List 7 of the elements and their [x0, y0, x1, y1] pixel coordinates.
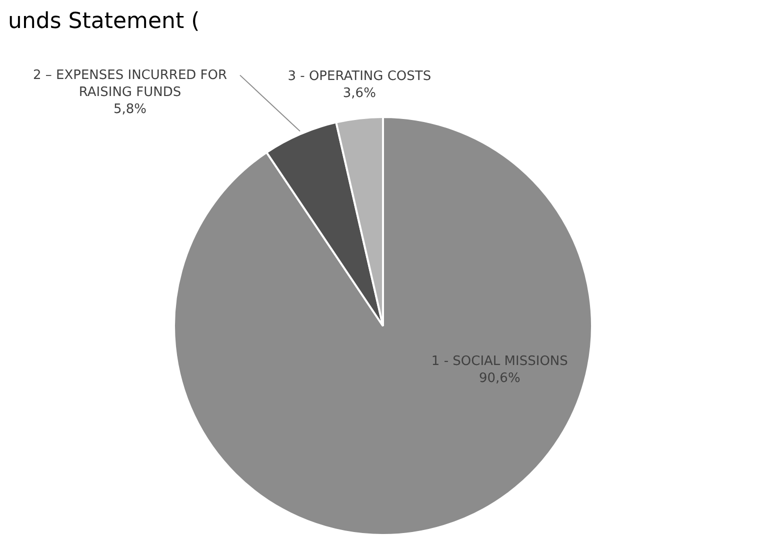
data-label: 5,8%: [113, 102, 147, 118]
slice-label: 1 - SOCIAL MISSIONS: [431, 354, 568, 369]
slice-label: 2 – EXPENSES INCURRED FOR RAISING FUNDS: [32, 68, 228, 100]
chart-title: unds Statement (: [8, 8, 201, 36]
data-label: 90,6%: [479, 370, 520, 386]
slice-label: 3 - OPERATING COSTS: [288, 69, 432, 84]
data-label: 3,6%: [342, 86, 376, 102]
